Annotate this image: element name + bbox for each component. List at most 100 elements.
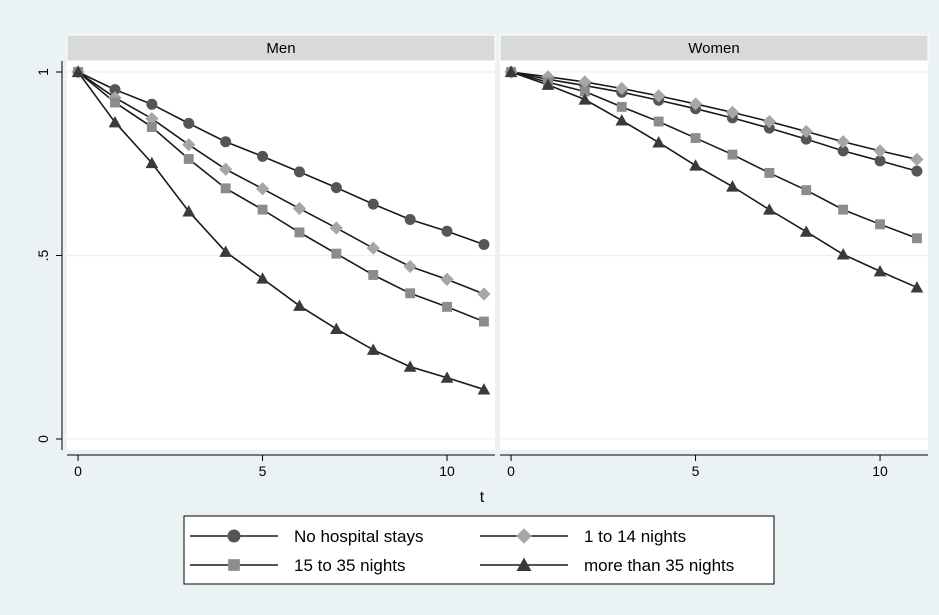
- data-point-women-1-10: [873, 144, 887, 158]
- data-point-men-1-4: [219, 162, 233, 176]
- y-tick-label-1: .5: [35, 249, 51, 261]
- x-tick-label-men-0: 0: [74, 463, 82, 479]
- data-point-men-1-9: [403, 259, 417, 274]
- data-point-women-0-7: [763, 122, 775, 134]
- data-point-men-2-5: [257, 204, 268, 215]
- data-point-men-0-5: [257, 150, 269, 162]
- data-point-women-2-9: [838, 204, 849, 215]
- data-point-women-3-1: [541, 78, 555, 90]
- data-point-men-0-11: [478, 238, 490, 250]
- legend-marker-1: [516, 528, 532, 544]
- data-point-men-3-1: [108, 115, 122, 128]
- data-point-men-3-9: [403, 360, 417, 372]
- x-axis-men: 0 5 10: [67, 454, 495, 479]
- data-point-men-3-3: [182, 205, 196, 217]
- data-point-women-1-3: [615, 81, 629, 96]
- series-line-men-2: [77, 71, 485, 323]
- data-point-women-3-5: [689, 159, 702, 171]
- data-point-women-1-11: [910, 152, 924, 166]
- panel-women-content: [500, 65, 928, 440]
- x-tick-label-women-0: 0: [507, 463, 515, 479]
- data-point-women-1-2: [578, 75, 592, 89]
- data-point-men-1-7: [329, 221, 343, 235]
- data-point-women-3-0: [504, 65, 518, 78]
- data-point-women-3-4: [652, 136, 665, 148]
- panel-men-title: Men: [266, 40, 295, 57]
- data-point-women-2-6: [727, 149, 738, 160]
- legend-marker-3: [516, 557, 532, 571]
- data-point-women-3-6: [726, 180, 739, 192]
- panel-men-content: [67, 65, 495, 440]
- data-point-men-1-5: [255, 182, 270, 196]
- data-point-men-3-8: [366, 343, 380, 355]
- data-point-women-0-10: [874, 155, 886, 167]
- data-point-men-1-6: [292, 201, 307, 216]
- x-axis-women: 0 5 10: [500, 454, 928, 479]
- series-line-women-3: [510, 71, 918, 289]
- data-point-men-1-11: [477, 287, 491, 301]
- series-line-women-2: [510, 71, 918, 240]
- data-point-women-2-5: [690, 133, 701, 144]
- legend-marker-0: [227, 529, 241, 543]
- data-point-women-2-2: [579, 86, 590, 97]
- data-point-men-0-9: [404, 214, 416, 226]
- x-tick-label-men-2: 10: [439, 463, 455, 479]
- data-point-men-2-3: [183, 154, 194, 164]
- data-point-women-1-6: [725, 105, 740, 119]
- data-point-men-1-3: [182, 138, 196, 152]
- data-point-women-0-11: [911, 165, 923, 177]
- data-point-men-2-4: [220, 183, 231, 194]
- data-point-men-3-0: [71, 65, 85, 78]
- data-point-women-2-3: [616, 101, 627, 112]
- data-point-women-3-8: [799, 225, 813, 237]
- data-point-men-0-1: [109, 84, 121, 96]
- panel-women-title: Women: [688, 40, 739, 57]
- legend-label-3: more than 35 nights: [584, 556, 734, 575]
- data-point-women-1-8: [799, 124, 813, 139]
- data-point-women-1-7: [762, 114, 776, 129]
- data-point-men-0-10: [441, 225, 453, 237]
- data-point-men-0-4: [220, 136, 232, 148]
- data-point-men-3-4: [219, 245, 232, 257]
- data-point-men-2-1: [110, 97, 120, 108]
- data-point-men-0-7: [330, 182, 342, 194]
- x-tick-label-women-2: 10: [872, 463, 888, 479]
- data-point-women-0-8: [800, 133, 812, 145]
- data-point-men-2-9: [405, 288, 416, 299]
- x-axis-title: t: [480, 489, 485, 506]
- data-point-men-0-3: [183, 117, 195, 129]
- series-line-women-1: [510, 71, 918, 161]
- legend-label-1: 1 to 14 nights: [584, 527, 686, 546]
- data-point-women-1-9: [836, 135, 850, 149]
- data-point-men-2-8: [368, 270, 379, 280]
- series-line-women-0: [510, 71, 918, 172]
- data-point-men-2-2: [146, 122, 157, 133]
- series-line-men-1: [77, 71, 485, 295]
- data-point-men-0-6: [293, 166, 305, 178]
- legend: No hospital stays 1 to 14 nights 15 to 35 …: [190, 527, 734, 575]
- x-tick-label-men-1: 5: [259, 463, 267, 479]
- panel-women-header: [499, 34, 929, 62]
- y-axis: 0.51: [35, 61, 63, 450]
- data-point-women-2-10: [875, 219, 885, 230]
- data-point-men-2-7: [331, 248, 342, 259]
- data-point-men-2-10: [442, 301, 452, 312]
- data-point-men-1-10: [440, 272, 454, 286]
- series-line-men-3: [77, 71, 485, 391]
- data-point-women-2-4: [653, 116, 664, 127]
- y-tick-label-2: 1: [35, 68, 51, 76]
- data-point-women-3-9: [836, 248, 850, 260]
- legend-box: [183, 515, 775, 585]
- data-point-men-3-11: [477, 383, 491, 395]
- data-point-men-2-11: [478, 316, 489, 327]
- data-point-men-1-2: [145, 112, 159, 126]
- data-point-men-3-7: [330, 322, 343, 334]
- y-tick-label-0: 0: [35, 435, 51, 443]
- legend-marker-2: [228, 559, 240, 571]
- data-point-women-3-11: [910, 281, 924, 293]
- data-point-women-3-10: [873, 264, 887, 277]
- x-tick-label-women-1: 5: [692, 463, 700, 479]
- series-line-men-0: [77, 71, 485, 246]
